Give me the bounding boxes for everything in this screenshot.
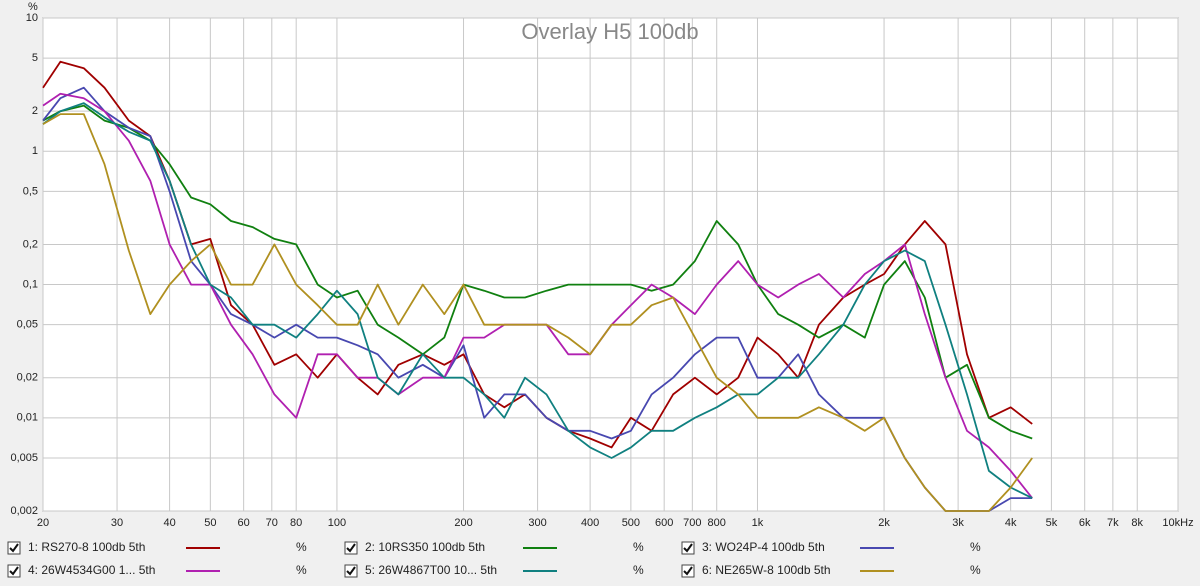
- chart-title: Overlay H5 100db: [521, 19, 698, 44]
- series-line: [42, 113, 1033, 512]
- series-line: [42, 102, 1033, 499]
- x-tick-label: 50: [204, 517, 216, 529]
- lines: [42, 60, 1033, 512]
- x-tick-label: 70: [266, 517, 278, 529]
- x-tick-label: 800: [708, 517, 726, 529]
- legend-label: 6: NE265W-8 100db 5th: [702, 563, 831, 577]
- series-line: [42, 104, 1033, 440]
- x-tick-label: 6k: [1079, 517, 1091, 529]
- y-tick-label: 0,05: [17, 319, 38, 331]
- x-tick-label: 80: [290, 517, 302, 529]
- y-tick-label: 0,1: [23, 278, 38, 290]
- x-tick-label: 5k: [1046, 517, 1058, 529]
- legend-unit: %: [296, 540, 307, 554]
- legend-unit: %: [633, 563, 644, 577]
- x-tick-label: 500: [622, 517, 640, 529]
- legend-check: [9, 543, 19, 553]
- legend: 1: RS270-8 100db 5th% 2: 10RS350 100db 5t…: [7, 540, 981, 578]
- series-line: [42, 86, 1033, 512]
- legend-check: [683, 543, 693, 553]
- x-tick-label: 200: [454, 517, 472, 529]
- x-tick-label: 40: [163, 517, 175, 529]
- legend-label: 5: 26W4867T00 10... 5th: [365, 563, 497, 577]
- y-tick-label: 0,002: [10, 505, 38, 517]
- legend-item: 2: 10RS350 100db 5th%: [344, 540, 644, 555]
- y-tick-label: 0,5: [23, 185, 38, 197]
- legend-label: 4: 26W4534G00 1... 5th: [28, 563, 155, 577]
- x-tick-label: 2k: [878, 517, 890, 529]
- x-tick-label: 300: [528, 517, 546, 529]
- legend-label: 3: WO24P-4 100db 5th: [702, 540, 825, 554]
- x-tick-label: 4k: [1005, 517, 1017, 529]
- legend-item: 3: WO24P-4 100db 5th%: [681, 540, 981, 555]
- x-tick-label: 3k: [952, 517, 964, 529]
- legend-unit: %: [633, 540, 644, 554]
- x-tick-label: 60: [238, 517, 250, 529]
- legend-item: 5: 26W4867T00 10... 5th%: [344, 563, 644, 578]
- x-tick-label: 400: [581, 517, 599, 529]
- x-tick-label: 10kHz: [1162, 517, 1193, 529]
- legend-item: 6: NE265W-8 100db 5th%: [681, 563, 981, 578]
- y-tick-label: 2: [32, 105, 38, 117]
- legend-item: 1: RS270-8 100db 5th%: [7, 540, 307, 555]
- x-tick-label: 30: [111, 517, 123, 529]
- plot-area: [42, 17, 1179, 512]
- legend-check: [9, 566, 19, 576]
- x-tick-label: 700: [683, 517, 701, 529]
- x-tick-label: 8k: [1131, 517, 1143, 529]
- x-tick-label: 100: [328, 517, 346, 529]
- legend-unit: %: [970, 563, 981, 577]
- y-tick-label: 10: [26, 12, 38, 24]
- legend-unit: %: [970, 540, 981, 554]
- legend-item: 4: 26W4534G00 1... 5th%: [7, 563, 307, 578]
- y-tick-label: 1: [32, 145, 38, 157]
- y-tick-label: 0,02: [17, 372, 38, 384]
- y-tick-label: 0,01: [17, 412, 38, 424]
- legend-check: [346, 543, 356, 553]
- y-tick-label: 0,005: [10, 452, 38, 464]
- x-tick-label: 7k: [1107, 517, 1119, 529]
- x-tick-label: 1k: [752, 517, 764, 529]
- legend-label: 2: 10RS350 100db 5th: [365, 540, 485, 554]
- y-tick-label: 5: [32, 52, 38, 64]
- legend-check: [683, 566, 693, 576]
- x-tick-label: 600: [655, 517, 673, 529]
- y-axis-unit: %: [28, 1, 38, 13]
- grid: [42, 17, 1179, 512]
- y-tick-label: 0,2: [23, 238, 38, 250]
- legend-label: 1: RS270-8 100db 5th: [28, 540, 145, 554]
- legend-unit: %: [296, 563, 307, 577]
- x-tick-label: 20: [37, 517, 49, 529]
- legend-check: [346, 566, 356, 576]
